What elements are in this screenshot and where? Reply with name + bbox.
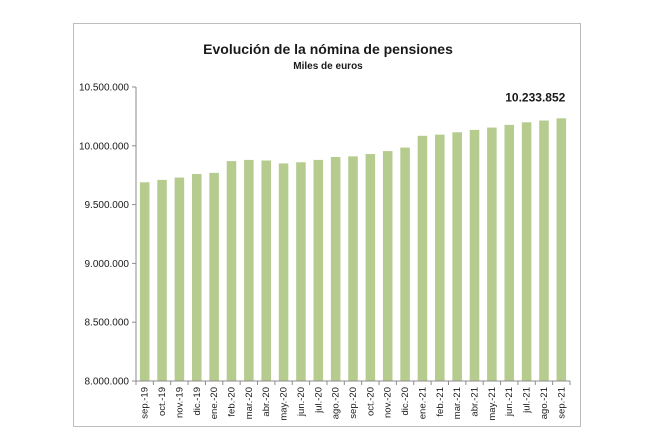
bar xyxy=(157,179,167,381)
y-tick-label: 9.500.000 xyxy=(85,200,130,211)
bar xyxy=(452,132,462,381)
x-tick-label: ene.-20 xyxy=(209,387,220,419)
bar xyxy=(278,163,289,381)
x-tick-label: dic.-19 xyxy=(192,387,203,416)
x-tick-label: oct.-20 xyxy=(365,387,376,416)
bar xyxy=(139,182,150,381)
bar xyxy=(417,135,428,381)
bar xyxy=(191,174,202,381)
y-tick-label: 9.000.000 xyxy=(85,259,130,270)
x-tick-label: nov.-20 xyxy=(383,387,394,418)
x-tick-label: mar.-21 xyxy=(452,387,463,419)
chart-title: Evolución de la nómina de pensiones xyxy=(203,41,453,57)
x-tick-label: jun.-20 xyxy=(296,387,307,417)
x-tick-label: sep.-19 xyxy=(140,387,151,419)
bar xyxy=(539,120,549,382)
bar xyxy=(400,147,410,381)
bar xyxy=(382,151,393,381)
bar xyxy=(261,160,271,381)
bar xyxy=(556,118,567,382)
y-tick-label: 10.000.000 xyxy=(79,141,129,152)
bar xyxy=(244,159,254,381)
bar xyxy=(469,129,480,381)
x-tick-label: abr.-21 xyxy=(470,387,481,417)
y-tick-label: 8.000.000 xyxy=(85,377,130,388)
bar xyxy=(504,124,515,382)
y-tick-label: 8.500.000 xyxy=(85,318,130,329)
x-tick-label: feb.-20 xyxy=(226,387,237,417)
bar xyxy=(226,161,237,381)
x-tick-label: sep.-20 xyxy=(348,387,359,419)
bar xyxy=(296,162,306,381)
y-tick-label: 10.500.000 xyxy=(79,83,129,94)
x-tick-label: may.-21 xyxy=(487,387,498,421)
x-tick-label: dic.-20 xyxy=(400,387,411,416)
x-tick-label: ago.-21 xyxy=(539,387,550,419)
bar xyxy=(348,156,358,381)
x-tick-label: oct.-19 xyxy=(157,387,168,416)
bar xyxy=(330,156,341,381)
bar xyxy=(174,177,185,381)
bar xyxy=(521,122,532,381)
x-tick-label: may.-20 xyxy=(279,387,290,421)
bar xyxy=(209,172,219,381)
x-tick-label: nov.-19 xyxy=(174,387,185,418)
x-tick-label: jun.-21 xyxy=(504,387,515,417)
value-annotation: 10.233.852 xyxy=(505,90,565,104)
x-tick-label: feb.-21 xyxy=(435,387,446,417)
x-tick-label: abr.-20 xyxy=(261,387,272,417)
bar xyxy=(313,159,324,381)
x-tick-label: sep.-21 xyxy=(556,387,567,419)
x-tick-label: jul.-20 xyxy=(313,387,324,414)
x-tick-label: mar.-20 xyxy=(244,387,255,419)
bar xyxy=(487,127,497,381)
bar xyxy=(365,154,376,381)
chart-subtitle: Miles de euros xyxy=(293,61,363,72)
x-tick-label: ago.-20 xyxy=(331,387,342,419)
bar-chart: 8.000.000 8.500.000 9.000.000 9.500.000 10.0… xyxy=(79,83,571,421)
x-tick-label: jul.-21 xyxy=(522,387,533,414)
x-tick-label: ene.-21 xyxy=(417,387,428,419)
chart-frame: Evolución de la nómina de pensiones Mile… xyxy=(73,23,581,427)
bar xyxy=(435,134,445,381)
